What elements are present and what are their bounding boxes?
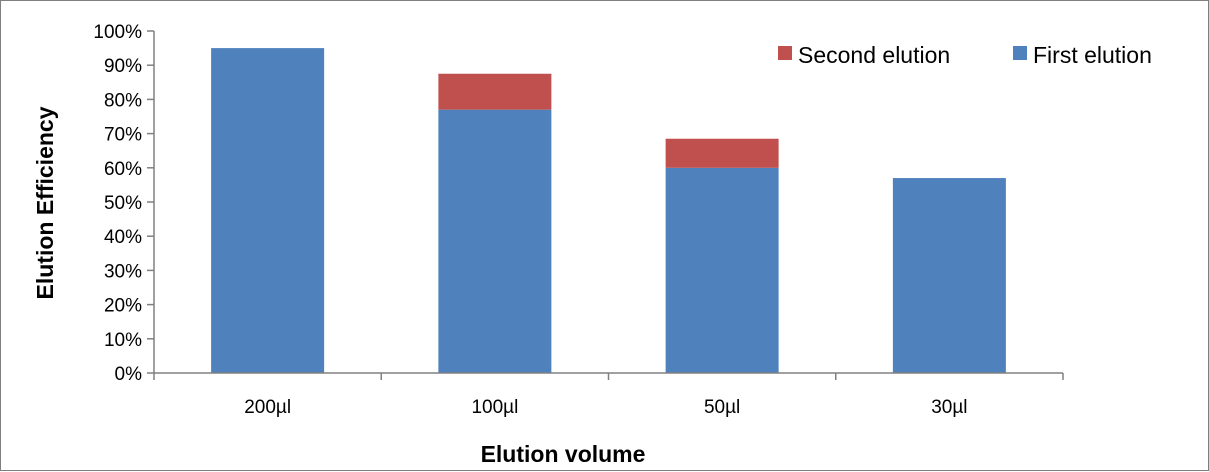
x-axis-ticks: 200µl 100µl 50µl 30µl (153, 373, 1064, 418)
y-tick-label: 30% (104, 261, 142, 282)
y-tick-label: 20% (104, 296, 142, 317)
y-tick-label: 90% (104, 56, 142, 77)
bar-first-elution-2 (665, 167, 779, 373)
y-axis-title: Elution Efficiency (32, 106, 58, 299)
y-tick-label: 0% (115, 364, 143, 385)
y-tick-label: 70% (104, 125, 142, 146)
x-tick-label: 30µl (931, 397, 967, 418)
bar-second-elution-2 (665, 138, 779, 168)
x-tick-label: 50µl (704, 397, 740, 418)
legend-label-first-elution: First elution (1033, 42, 1152, 68)
y-tick-label: 60% (104, 159, 142, 180)
y-tick-label: 40% (104, 227, 142, 248)
bar-first-elution-1 (438, 109, 552, 373)
bar-first-elution-3 (892, 178, 1006, 373)
bar-first-elution-0 (211, 48, 325, 373)
y-tick-label: 100% (93, 22, 142, 43)
legend-swatch-first-elution (1013, 46, 1027, 60)
bar-second-elution-1 (438, 73, 552, 110)
y-tick-label: 80% (104, 90, 142, 111)
y-tick-label: 50% (104, 193, 142, 214)
x-tick-label: 200µl (244, 397, 291, 418)
legend: Second elution First elution (778, 42, 1152, 68)
y-axis-ticks: 0% 10% 20% 30% 40% 50% 60% 70% 80% 90% 100% (93, 22, 154, 385)
x-tick-label: 100µl (471, 397, 518, 418)
legend-swatch-second-elution (778, 46, 792, 60)
bars (211, 48, 1006, 373)
y-tick-label: 10% (104, 330, 142, 351)
legend-label-second-elution: Second elution (798, 42, 950, 68)
x-axis-title: Elution volume (481, 441, 646, 467)
